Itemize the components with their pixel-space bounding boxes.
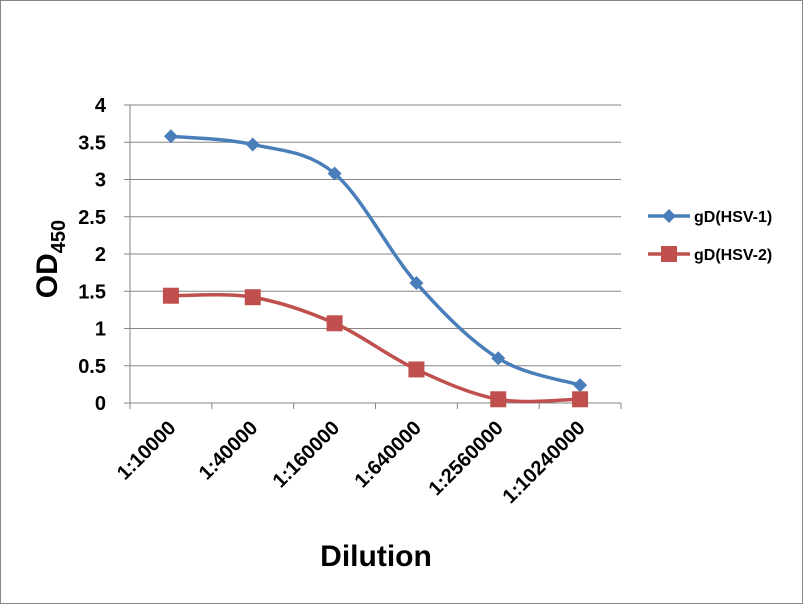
y-axis-title-subscript: 450 <box>48 220 70 253</box>
legend-label: gD(HSV-2) <box>694 247 772 264</box>
series-line <box>170 293 581 404</box>
legend-item: gD(HSV-2) <box>648 246 772 264</box>
y-tick-label: 3.5 <box>78 132 106 154</box>
series-2 <box>162 287 589 408</box>
y-tick-label: 0 <box>95 393 106 415</box>
x-tick-label: 1:2560000 <box>425 417 508 500</box>
data-point <box>491 351 506 366</box>
legend: gD(HSV-1) gD(HSV-2) <box>648 209 772 264</box>
y-axis-title-main: OD <box>31 253 64 298</box>
y-tick-label: 1 <box>95 319 106 341</box>
x-axis-title: Dilution <box>320 540 432 573</box>
y-tick-label: 2 <box>95 244 106 266</box>
data-point <box>326 315 343 332</box>
data-point <box>162 287 179 304</box>
data-point <box>408 361 425 378</box>
x-tick-label: 1:40000 <box>195 417 262 484</box>
y-tick-label: 3 <box>95 170 106 192</box>
x-tick-label: 1:10240000 <box>499 417 590 508</box>
data-point <box>490 391 507 408</box>
data-point <box>163 129 178 144</box>
gridlines <box>130 104 621 367</box>
y-tick-label: 0.5 <box>78 356 106 378</box>
data-point <box>244 289 261 306</box>
y-axis-title: OD450 <box>31 220 70 298</box>
data-point <box>327 166 342 181</box>
y-tick-label: 2.5 <box>78 207 106 229</box>
series <box>162 129 589 408</box>
legend-label: gD(HSV-1) <box>694 209 772 226</box>
x-tick-label: 1:160000 <box>269 417 344 492</box>
series-1 <box>163 129 588 393</box>
data-point <box>245 137 260 152</box>
data-point <box>572 391 589 408</box>
y-tick-labels: 0 0.5 1 1.5 2 2.5 3 3.5 4 <box>78 95 107 415</box>
data-point <box>573 378 588 393</box>
y-tick-label: 1.5 <box>78 281 106 303</box>
data-point <box>409 276 424 291</box>
x-tick-label: 1:640000 <box>351 417 426 492</box>
legend-marker <box>662 209 676 223</box>
x-tick-label: 1:10000 <box>113 417 180 484</box>
y-tick-label: 4 <box>95 95 107 117</box>
axes <box>124 104 622 409</box>
legend-marker <box>661 246 677 262</box>
x-tick-labels: 1:10000 1:40000 1:160000 1:6400001:25600001… <box>113 417 590 508</box>
legend-item: gD(HSV-1) <box>648 209 772 226</box>
